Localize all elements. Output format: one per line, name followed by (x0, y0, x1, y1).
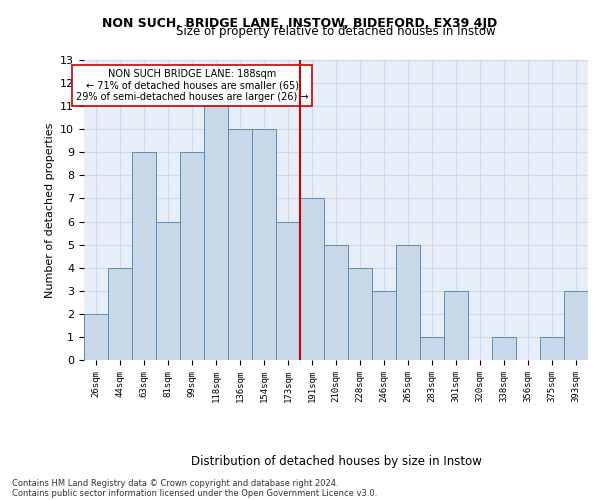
Bar (444, 291, 468, 360)
Bar (180, 152, 204, 360)
Text: NON SUCH BRIDGE LANE: 188sqm
← 71% of detached houses are smaller (65)
29% of se: NON SUCH BRIDGE LANE: 188sqm ← 71% of de… (76, 69, 308, 102)
Bar (108, 268, 132, 360)
Bar (396, 244, 420, 360)
Bar (156, 222, 180, 360)
Bar (204, 106, 228, 360)
Text: Contains HM Land Registry data © Crown copyright and database right 2024.: Contains HM Land Registry data © Crown c… (12, 478, 338, 488)
Text: Contains public sector information licensed under the Open Government Licence v3: Contains public sector information licen… (12, 488, 377, 498)
Bar (252, 129, 276, 360)
Bar (372, 291, 396, 360)
Title: Size of property relative to detached houses in Instow: Size of property relative to detached ho… (176, 25, 496, 38)
Bar (564, 291, 588, 360)
Y-axis label: Number of detached properties: Number of detached properties (44, 122, 55, 298)
Bar (348, 268, 372, 360)
Bar (300, 198, 324, 360)
Bar (276, 222, 300, 360)
Text: NON SUCH, BRIDGE LANE, INSTOW, BIDEFORD, EX39 4JD: NON SUCH, BRIDGE LANE, INSTOW, BIDEFORD,… (103, 18, 497, 30)
Bar (492, 337, 516, 360)
Bar (420, 337, 444, 360)
Bar (132, 152, 156, 360)
Bar (228, 129, 252, 360)
X-axis label: Distribution of detached houses by size in Instow: Distribution of detached houses by size … (191, 455, 481, 468)
Bar (540, 337, 564, 360)
Bar (324, 244, 348, 360)
Bar (84, 314, 108, 360)
